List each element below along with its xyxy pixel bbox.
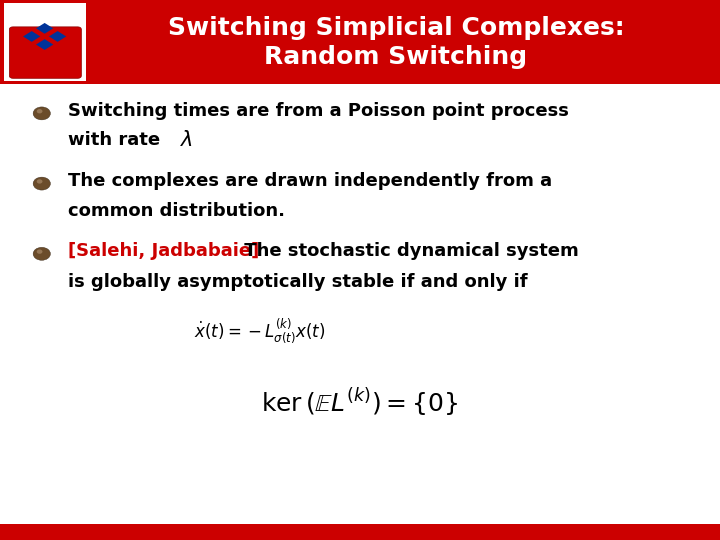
Polygon shape <box>36 23 53 33</box>
Text: Random Switching: Random Switching <box>264 45 528 69</box>
Circle shape <box>37 179 42 184</box>
Polygon shape <box>49 31 66 42</box>
Bar <box>0 0 720 84</box>
Circle shape <box>33 177 50 190</box>
Text: with rate: with rate <box>68 131 167 150</box>
Text: $\dot{x}(t) = -L_{\sigma(t)}^{(k)} x(t)$: $\dot{x}(t) = -L_{\sigma(t)}^{(k)} x(t)$ <box>194 318 325 346</box>
Circle shape <box>33 107 50 120</box>
Text: The complexes are drawn independently from a: The complexes are drawn independently fr… <box>68 172 552 190</box>
Text: is globally asymptotically stable if and only if: is globally asymptotically stable if and… <box>68 273 528 291</box>
Circle shape <box>33 247 50 260</box>
FancyBboxPatch shape <box>9 27 81 78</box>
Bar <box>4 3 86 81</box>
Circle shape <box>37 109 42 113</box>
Text: Switching Simplicial Complexes:: Switching Simplicial Complexes: <box>168 16 624 40</box>
Text: The stochastic dynamical system: The stochastic dynamical system <box>238 242 578 260</box>
Circle shape <box>37 249 42 254</box>
Text: Switching times are from a Poisson point process: Switching times are from a Poisson point… <box>68 102 570 120</box>
Bar <box>0 524 720 540</box>
Text: common distribution.: common distribution. <box>68 201 285 220</box>
Polygon shape <box>36 39 53 50</box>
Text: $\ker\left(\mathbb{E}L^{(k)}\right) = \{0\}$: $\ker\left(\mathbb{E}L^{(k)}\right) = \{… <box>261 386 459 418</box>
Polygon shape <box>23 31 40 42</box>
Text: [Salehi, Jadbabaie]: [Salehi, Jadbabaie] <box>68 242 260 260</box>
Text: $\lambda$: $\lambda$ <box>180 130 193 151</box>
